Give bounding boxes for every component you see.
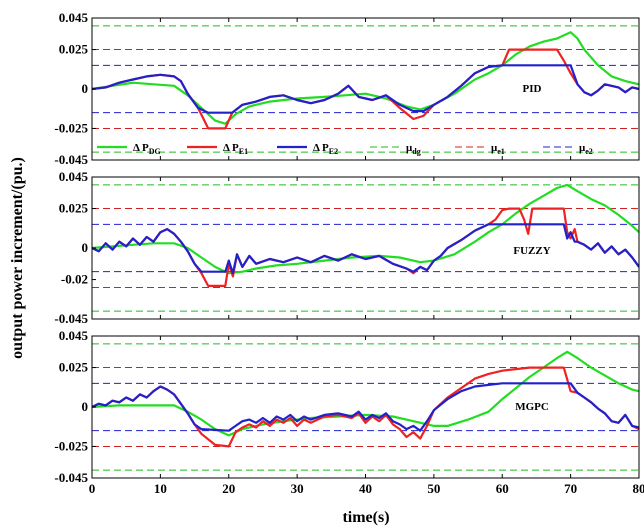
y-tick-label: 0.025 — [59, 360, 89, 375]
panels: -0.045 -0.025 0 0.025 0.045 PID -0.045 -0.02 0 0.… — [54, 10, 644, 496]
plot-frame — [91, 176, 640, 320]
x-axis-label: time(s) — [342, 509, 389, 526]
series-line-e1 — [92, 48, 639, 130]
series-line-dg — [92, 183, 639, 275]
series-line-dg — [92, 350, 639, 437]
x-tick-label: 40 — [359, 481, 372, 496]
y-axis-label: output power increment/(pu.) — [9, 157, 26, 359]
x-tick-label: 70 — [564, 481, 577, 496]
panel-label: PID — [523, 83, 542, 95]
y-tick-label: 0 — [82, 399, 89, 414]
y-tick-label: -0.02 — [61, 272, 88, 287]
panel-fuzzy: -0.045 -0.02 0 0.025 0.045 FUZZY — [54, 169, 640, 326]
series-line-e1 — [92, 366, 639, 448]
y-tick-label: -0.025 — [54, 120, 88, 135]
y-tick-label: 0.025 — [59, 201, 89, 216]
x-tick-label: 60 — [496, 481, 509, 496]
panel-label: MGPC — [515, 401, 549, 413]
panel-pid: -0.045 -0.025 0 0.025 0.045 PID — [54, 10, 640, 167]
legend-item: μdg — [370, 142, 421, 156]
panel-label: FUZZY — [513, 245, 550, 257]
legend: Δ PDG Δ PE1 Δ PE2 μdg μe1 μe2 — [97, 142, 593, 156]
y-tick-label: 0.045 — [59, 10, 89, 25]
legend-label: μdg — [406, 142, 421, 156]
x-tick-label: 20 — [222, 481, 235, 496]
y-tick-label: 0 — [82, 240, 89, 255]
series-line-e2 — [92, 64, 639, 114]
legend-item: Δ PE1 — [187, 142, 248, 156]
legend-item: μe1 — [455, 142, 505, 156]
y-tick-label: -0.045 — [54, 311, 88, 326]
series-line-dg — [92, 31, 639, 125]
legend-item: Δ PDG — [97, 142, 161, 156]
series-line-e2 — [92, 382, 639, 432]
legend-item: μe2 — [543, 142, 593, 156]
y-tick-label: 0.045 — [59, 169, 89, 184]
y-tick-label: -0.045 — [54, 152, 88, 167]
y-tick-label: 0.025 — [59, 42, 89, 57]
y-tick-label: -0.045 — [54, 470, 88, 485]
x-tick-label: 50 — [427, 481, 440, 496]
series-line-e1 — [92, 207, 639, 287]
panel-mgpc: -0.045 -0.025 0 0.025 0.045 0 10 20 30 40 50 60 70 80… — [54, 328, 644, 496]
legend-label: Δ PE1 — [223, 142, 248, 156]
x-tick-label: 0 — [89, 481, 96, 496]
legend-label: Δ PDG — [133, 142, 161, 156]
x-tick-label: 30 — [291, 481, 304, 496]
legend-label: μe1 — [491, 142, 505, 156]
legend-item: Δ PE2 — [277, 142, 338, 156]
y-tick-label: -0.025 — [54, 438, 88, 453]
x-tick-label: 10 — [154, 481, 167, 496]
legend-label: Δ PE2 — [313, 142, 338, 156]
series-line-e2 — [92, 223, 639, 275]
y-tick-label: 0.045 — [59, 328, 89, 343]
legend-label: μe2 — [579, 142, 593, 156]
x-tick-label: 80 — [633, 481, 644, 496]
y-tick-label: 0 — [82, 81, 89, 96]
